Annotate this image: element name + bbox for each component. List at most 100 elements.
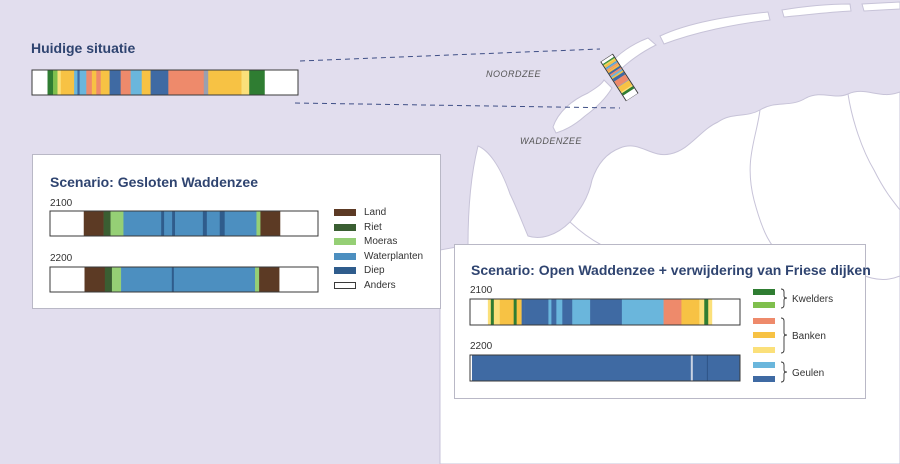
open-bar-2100-segment bbox=[572, 299, 591, 325]
mini-transect-segment bbox=[621, 85, 633, 94]
current-bar-segment bbox=[86, 70, 93, 95]
legend-label: Land bbox=[364, 207, 387, 218]
closed-bar-2200 bbox=[49, 266, 319, 293]
closed-bar-2200-segment bbox=[255, 267, 260, 292]
current-bar-segment bbox=[141, 70, 151, 95]
mini-transect-segment bbox=[614, 74, 629, 87]
legend-swatch bbox=[334, 267, 356, 275]
open-legend-brace bbox=[780, 317, 788, 354]
current-title: Huidige situatie bbox=[31, 40, 136, 56]
closed-bar-2200-segment bbox=[259, 267, 280, 292]
open-legend-label: Geulen bbox=[792, 368, 824, 379]
mini-transect-segment bbox=[618, 80, 633, 93]
island-vlieland bbox=[609, 37, 657, 73]
current-bar-segment bbox=[57, 70, 62, 95]
scenario-open-title: Scenario: Open Waddenzee + verwijdering … bbox=[471, 262, 871, 278]
current-bar-segment bbox=[91, 70, 97, 95]
current-bar-segment bbox=[100, 70, 110, 95]
mini-transect-segment bbox=[617, 79, 630, 88]
current-bar-segment bbox=[47, 70, 52, 95]
closed-bar-2100-segment bbox=[206, 211, 221, 236]
open-bar-2200 bbox=[469, 354, 741, 382]
closed-bar-2200-segment bbox=[111, 267, 122, 292]
closed-bar-2100-segment bbox=[224, 211, 257, 236]
open-bar-2200-segment bbox=[472, 355, 692, 381]
open-year-2200: 2200 bbox=[470, 341, 493, 352]
open-bar-2200-border bbox=[469, 354, 741, 382]
closed-bar-2200-segment bbox=[171, 267, 175, 292]
mini-transect bbox=[600, 53, 639, 102]
current-bar-segment bbox=[96, 70, 102, 95]
open-legend-brace bbox=[780, 361, 788, 383]
island-schiermonnikoog bbox=[861, 1, 900, 12]
closed-bar-2100-segment bbox=[83, 211, 104, 236]
closed-bar-2100-segment bbox=[110, 211, 124, 236]
current-bar-segment bbox=[79, 70, 87, 95]
open-bar-2100-segment bbox=[516, 299, 522, 325]
open-legend-label: Banken bbox=[792, 331, 826, 342]
mini-transect-segment bbox=[602, 56, 615, 65]
mini-transect-segment bbox=[621, 86, 635, 96]
closed-transect-bars bbox=[49, 210, 319, 293]
province-border-2 bbox=[847, 93, 900, 211]
open-legend-swatch bbox=[753, 289, 775, 295]
current-bar-segment bbox=[130, 70, 143, 95]
current-bar-segment bbox=[53, 70, 58, 95]
current-bar-segment bbox=[77, 70, 80, 95]
closed-bar-2200-segment bbox=[50, 267, 85, 292]
open-legend-swatch bbox=[753, 302, 775, 308]
open-bar-2100-segment bbox=[556, 299, 563, 325]
legend-swatch bbox=[334, 209, 356, 216]
open-bar-2100 bbox=[469, 298, 741, 326]
open-bar-2100-border bbox=[469, 298, 741, 326]
closed-bar-2100-segment bbox=[202, 211, 208, 236]
mini-transect-segment bbox=[601, 54, 614, 65]
closed-bar-2100-border bbox=[49, 210, 319, 237]
mini-transect-segment bbox=[612, 71, 626, 82]
mini-transect-segment bbox=[603, 57, 615, 66]
closed-bar-2100-segment bbox=[219, 211, 225, 236]
closed-bar-2100-segment bbox=[256, 211, 261, 236]
closed-legend-item: Diep bbox=[334, 265, 385, 276]
label-noordzee: NOORDZEE bbox=[486, 69, 542, 79]
current-bar-segment bbox=[74, 70, 78, 95]
closed-year-2200: 2200 bbox=[50, 253, 73, 264]
open-bar-2100-segment bbox=[499, 299, 514, 325]
mini-transect-segment bbox=[610, 68, 623, 78]
closed-bar-2200-segment bbox=[121, 267, 173, 292]
open-bar-2100-segment bbox=[590, 299, 623, 325]
mini-transect-segment bbox=[605, 61, 617, 69]
current-bar bbox=[31, 69, 299, 96]
mini-transect-segment bbox=[609, 67, 622, 77]
island-ameland bbox=[781, 3, 852, 18]
legend-label: Moeras bbox=[364, 236, 398, 248]
open-bar-2100-segment bbox=[551, 299, 557, 325]
mini-transect-segment bbox=[606, 62, 619, 71]
scenario-closed-title: Scenario: Gesloten Waddenzee bbox=[50, 174, 258, 190]
current-bar-segment bbox=[203, 70, 209, 95]
mini-transect-segment bbox=[603, 58, 616, 67]
closed-bar-2100-segment bbox=[103, 211, 111, 236]
open-bar-2100-segment bbox=[699, 299, 705, 325]
current-bar-border bbox=[31, 69, 299, 96]
mini-transect-segment bbox=[607, 63, 619, 72]
open-legend-swatch bbox=[753, 347, 775, 353]
closed-bar-2200-segment bbox=[173, 267, 256, 292]
closed-bar-2100-segment bbox=[280, 211, 319, 236]
current-bar-segment bbox=[264, 70, 299, 95]
closed-year-2100: 2100 bbox=[50, 198, 73, 209]
open-bar-2100-segment bbox=[562, 299, 573, 325]
legend-swatch bbox=[334, 282, 356, 289]
mini-transect-segment bbox=[607, 63, 619, 72]
open-legend-swatch bbox=[753, 318, 775, 324]
closed-bar-2100-segment bbox=[123, 211, 162, 236]
guide-line-bottom bbox=[294, 102, 621, 109]
open-bar-2100-segment bbox=[470, 299, 489, 325]
closed-bar-2100-segment bbox=[260, 211, 281, 236]
open-bar-2200-segment bbox=[692, 355, 708, 381]
open-bar-2100-segment bbox=[663, 299, 682, 325]
legend-swatch bbox=[334, 223, 356, 231]
mini-transect-segment bbox=[605, 60, 617, 69]
open-bar-2200-segment bbox=[706, 355, 709, 381]
